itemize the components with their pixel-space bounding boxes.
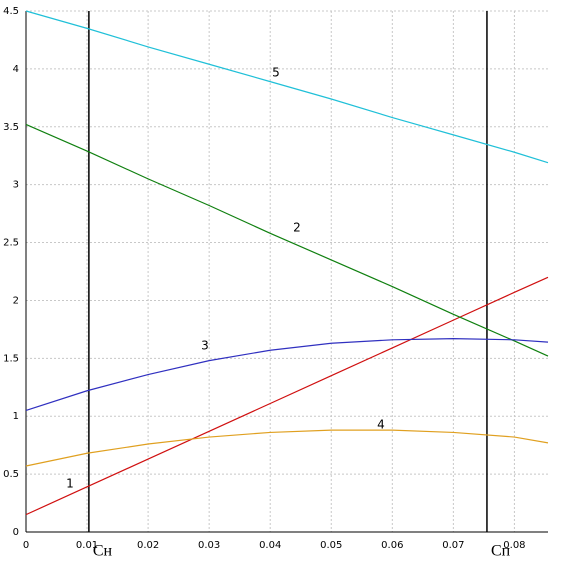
y-tick-label: 1.5: [3, 353, 19, 364]
x-tick-label: 0.03: [198, 540, 220, 551]
y-tick-label: 4: [13, 64, 19, 75]
series-line: [25, 276, 549, 516]
x-tick-label: 0.08: [503, 540, 525, 551]
y-tick-label: 3.5: [3, 122, 19, 133]
x-tick-label: 0.06: [381, 540, 403, 551]
y-tick-label: 3: [13, 180, 19, 191]
y-tick-label: 0.5: [3, 469, 19, 480]
series-label: 2: [293, 221, 301, 235]
y-tick-label: 2.5: [3, 238, 19, 249]
x-tick-label: 0: [23, 540, 29, 551]
x-tick-label: 0.01: [76, 540, 98, 551]
series-label: 5: [272, 66, 280, 80]
x-tick-label: 0.05: [320, 540, 342, 551]
marker-label: Cп: [491, 543, 511, 560]
series-line: [25, 10, 549, 164]
series-label: 3: [201, 339, 209, 353]
series-line: [25, 429, 549, 467]
x-tick-label: 0.07: [442, 540, 464, 551]
series-line: [25, 338, 549, 412]
y-tick-label: 1: [13, 411, 19, 422]
y-tick-label: 2: [13, 295, 19, 306]
marker-label: Cн: [93, 543, 113, 560]
y-tick-label: 4.5: [3, 6, 19, 17]
series-label: 1: [66, 477, 74, 491]
x-tick-label: 0.02: [137, 540, 159, 551]
x-tick-label: 0.04: [259, 540, 281, 551]
series-line: [25, 123, 549, 357]
y-tick-label: 0: [13, 527, 19, 538]
series-label: 4: [377, 418, 385, 432]
